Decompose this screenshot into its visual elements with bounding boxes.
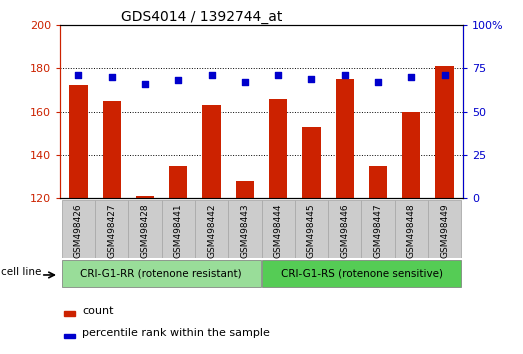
- Point: [340, 72, 349, 78]
- Bar: [369, 166, 387, 198]
- FancyBboxPatch shape: [361, 200, 395, 258]
- Text: GSM498445: GSM498445: [307, 203, 316, 258]
- FancyBboxPatch shape: [162, 200, 195, 258]
- Point: [208, 72, 216, 78]
- Bar: [269, 98, 287, 198]
- Point: [108, 74, 116, 80]
- Bar: [402, 112, 420, 198]
- Bar: [103, 101, 121, 198]
- Text: GSM498449: GSM498449: [440, 203, 449, 258]
- Text: GSM498442: GSM498442: [207, 203, 216, 258]
- Text: CRI-G1-RS (rotenone sensitive): CRI-G1-RS (rotenone sensitive): [281, 268, 443, 279]
- Point: [74, 72, 83, 78]
- FancyBboxPatch shape: [62, 259, 260, 287]
- Text: percentile rank within the sample: percentile rank within the sample: [82, 329, 270, 338]
- Bar: [236, 181, 254, 198]
- Bar: [435, 66, 453, 198]
- FancyBboxPatch shape: [328, 200, 361, 258]
- Point: [274, 72, 282, 78]
- Text: GSM498441: GSM498441: [174, 203, 183, 258]
- Point: [440, 72, 449, 78]
- Point: [407, 74, 415, 80]
- Text: GSM498428: GSM498428: [141, 203, 150, 258]
- FancyBboxPatch shape: [128, 200, 162, 258]
- Text: cell line: cell line: [1, 267, 41, 277]
- Text: GSM498448: GSM498448: [407, 203, 416, 258]
- Bar: [169, 166, 187, 198]
- Point: [174, 78, 183, 83]
- Bar: [336, 79, 354, 198]
- FancyBboxPatch shape: [428, 200, 461, 258]
- FancyBboxPatch shape: [62, 200, 95, 258]
- Text: GSM498446: GSM498446: [340, 203, 349, 258]
- FancyBboxPatch shape: [95, 200, 128, 258]
- Point: [307, 76, 315, 81]
- Text: GSM498444: GSM498444: [274, 203, 282, 258]
- Bar: [136, 196, 154, 198]
- Text: CRI-G1-RR (rotenone resistant): CRI-G1-RR (rotenone resistant): [81, 268, 242, 279]
- FancyBboxPatch shape: [262, 200, 295, 258]
- Text: count: count: [82, 306, 114, 316]
- Bar: [202, 105, 221, 198]
- FancyBboxPatch shape: [395, 200, 428, 258]
- FancyBboxPatch shape: [195, 200, 228, 258]
- Bar: [64, 334, 75, 338]
- FancyBboxPatch shape: [295, 200, 328, 258]
- FancyBboxPatch shape: [228, 200, 262, 258]
- Point: [141, 81, 149, 87]
- Text: GSM498443: GSM498443: [241, 203, 249, 258]
- Point: [374, 79, 382, 85]
- FancyBboxPatch shape: [263, 259, 461, 287]
- Text: GSM498447: GSM498447: [373, 203, 382, 258]
- Point: [241, 79, 249, 85]
- Bar: [64, 311, 75, 316]
- Bar: [69, 85, 87, 198]
- Text: GSM498426: GSM498426: [74, 203, 83, 258]
- Bar: [302, 127, 321, 198]
- Text: GDS4014 / 1392744_at: GDS4014 / 1392744_at: [120, 10, 282, 24]
- Text: GSM498427: GSM498427: [107, 203, 116, 258]
